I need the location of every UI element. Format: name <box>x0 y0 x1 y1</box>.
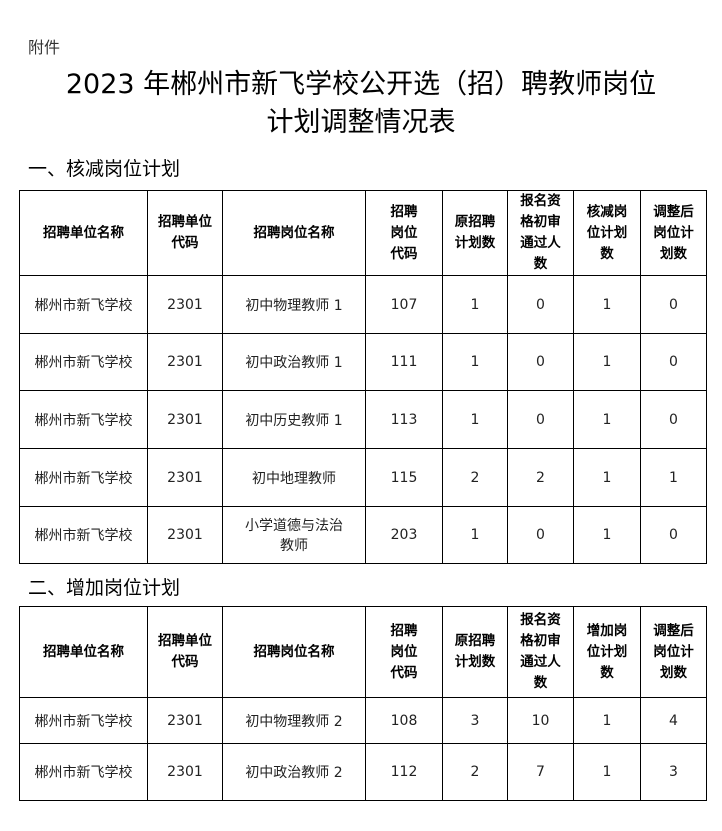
table-cell: 初中地理教师 <box>222 448 366 507</box>
table-cell: 203 <box>365 506 443 564</box>
attachment-label: 附件 <box>28 38 61 57</box>
table-cell: 1 <box>573 506 641 564</box>
column-header: 招聘单位 代码 <box>147 606 223 698</box>
table-cell: 郴州市新飞学校 <box>19 333 148 391</box>
table-row: 郴州市新飞学校 2301 小学道德与法治 教师 203 1 0 1 0 <box>19 506 707 564</box>
column-header: 原招聘 计划数 <box>442 190 508 276</box>
table-cell: 2301 <box>147 697 223 744</box>
table-cell: 0 <box>507 333 574 391</box>
table-cell: 4 <box>640 697 707 744</box>
table-cell: 1 <box>442 390 508 449</box>
table-cell: 1 <box>573 448 641 507</box>
column-header: 招聘单位 代码 <box>147 190 223 276</box>
table-cell: 2301 <box>147 506 223 564</box>
table-cell: 0 <box>640 333 707 391</box>
table-cell: 0 <box>507 506 574 564</box>
table-cell: 10 <box>507 697 574 744</box>
table-row: 郴州市新飞学校 2301 初中物理教师 2 108 3 10 1 4 <box>19 697 707 744</box>
title-line-2: 计划调整情况表 <box>266 107 456 138</box>
table-cell: 108 <box>365 697 443 744</box>
table-cell: 111 <box>365 333 443 391</box>
table-row: 郴州市新飞学校 2301 初中物理教师 1 107 1 0 1 0 <box>19 275 707 334</box>
table-cell: 1 <box>573 697 641 744</box>
table-cell: 2 <box>442 743 508 801</box>
table-cell: 0 <box>640 390 707 449</box>
table-cell: 2301 <box>147 448 223 507</box>
table-cell: 3 <box>442 697 508 744</box>
header-row: 招聘单位名称 招聘单位 代码 招聘岗位名称 招聘 岗位 代码 原招聘 计划数 报名资 格初… <box>19 606 707 698</box>
table-cell: 112 <box>365 743 443 801</box>
column-header: 招聘单位名称 <box>19 190 148 276</box>
table-cell: 0 <box>640 275 707 334</box>
table-cell: 初中政治教师 2 <box>222 743 366 801</box>
table-cell: 初中政治教师 1 <box>222 333 366 391</box>
section-heading-reduce: 一、核减岗位计划 <box>28 158 181 180</box>
table-row: 郴州市新飞学校 2301 初中政治教师 2 112 2 7 1 3 <box>19 743 707 801</box>
column-header: 原招聘 计划数 <box>442 606 508 698</box>
table-cell: 1 <box>442 333 508 391</box>
table-cell: 1 <box>573 275 641 334</box>
table-cell: 1 <box>573 333 641 391</box>
table-cell: 郴州市新飞学校 <box>19 697 148 744</box>
table-cell: 1 <box>573 390 641 449</box>
table-cell: 郴州市新飞学校 <box>19 275 148 334</box>
table-cell: 郴州市新飞学校 <box>19 448 148 507</box>
table-cell: 2301 <box>147 390 223 449</box>
table-cell: 2 <box>507 448 574 507</box>
table-cell: 1 <box>442 275 508 334</box>
table-cell: 0 <box>507 390 574 449</box>
header-row: 招聘单位名称 招聘单位 代码 招聘岗位名称 招聘 岗位 代码 原招聘 计划数 报名资 格初… <box>19 190 707 276</box>
column-header: 报名资 格初审 通过人 数 <box>507 190 574 276</box>
table-cell: 2301 <box>147 333 223 391</box>
table-cell: 0 <box>507 275 574 334</box>
column-header: 招聘单位名称 <box>19 606 148 698</box>
table-row: 郴州市新飞学校 2301 初中政治教师 1 111 1 0 1 0 <box>19 333 707 391</box>
table-cell: 1 <box>573 743 641 801</box>
table-cell: 郴州市新飞学校 <box>19 743 148 801</box>
column-header: 增加岗 位计划 数 <box>573 606 641 698</box>
column-header: 核减岗 位计划 数 <box>573 190 641 276</box>
table-cell: 0 <box>640 506 707 564</box>
table-cell: 2 <box>442 448 508 507</box>
table-cell: 1 <box>442 506 508 564</box>
table-row: 郴州市新飞学校 2301 初中地理教师 115 2 2 1 1 <box>19 448 707 507</box>
table-cell: 2301 <box>147 743 223 801</box>
reduce-table: 招聘单位名称 招聘单位 代码 招聘岗位名称 招聘 岗位 代码 原招聘 计划数 报名资 格初… <box>19 190 707 564</box>
table-cell: 115 <box>365 448 443 507</box>
column-header: 调整后 岗位计 划数 <box>640 190 707 276</box>
table-cell: 2301 <box>147 275 223 334</box>
table-cell: 3 <box>640 743 707 801</box>
table-cell: 初中历史教师 1 <box>222 390 366 449</box>
column-header: 招聘 岗位 代码 <box>365 606 443 698</box>
section-heading-increase: 二、增加岗位计划 <box>28 577 181 599</box>
table-cell: 1 <box>640 448 707 507</box>
table-cell: 初中物理教师 2 <box>222 697 366 744</box>
table-cell: 7 <box>507 743 574 801</box>
table-row: 郴州市新飞学校 2301 初中历史教师 1 113 1 0 1 0 <box>19 390 707 449</box>
column-header: 招聘 岗位 代码 <box>365 190 443 276</box>
title-line-1: 2023 年郴州市新飞学校公开选（招）聘教师岗位 <box>65 69 657 100</box>
increase-table: 招聘单位名称 招聘单位 代码 招聘岗位名称 招聘 岗位 代码 原招聘 计划数 报名资 格初… <box>19 606 707 801</box>
column-header: 招聘岗位名称 <box>222 190 366 276</box>
page-title: 2023 年郴州市新飞学校公开选（招）聘教师岗位 计划调整情况表 <box>0 66 722 142</box>
table-cell: 113 <box>365 390 443 449</box>
table-cell: 郴州市新飞学校 <box>19 390 148 449</box>
column-header: 报名资 格初审 通过人 数 <box>507 606 574 698</box>
table-cell: 107 <box>365 275 443 334</box>
table-cell: 郴州市新飞学校 <box>19 506 148 564</box>
table-cell: 小学道德与法治 教师 <box>222 506 366 564</box>
column-header: 招聘岗位名称 <box>222 606 366 698</box>
column-header: 调整后 岗位计 划数 <box>640 606 707 698</box>
table-cell: 初中物理教师 1 <box>222 275 366 334</box>
